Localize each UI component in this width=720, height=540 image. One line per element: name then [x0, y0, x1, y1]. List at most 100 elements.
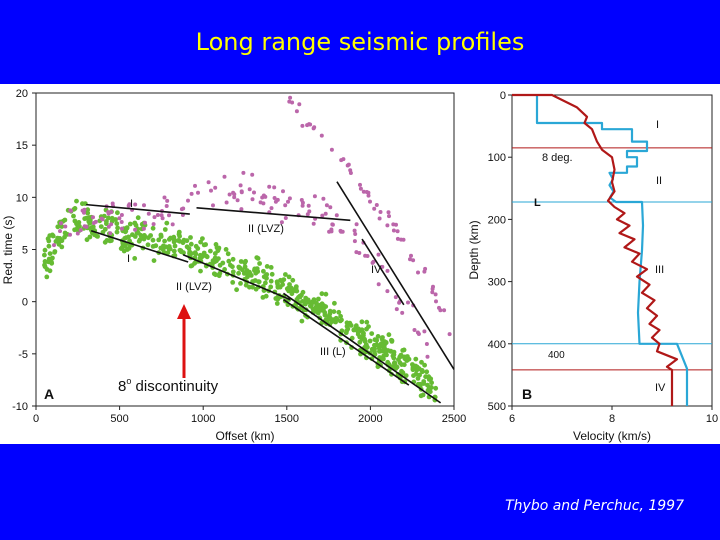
b-ytick-label: 100	[488, 152, 506, 164]
green-pick-point	[162, 238, 168, 244]
green-pick-point	[172, 243, 178, 249]
magenta-pick-point	[372, 206, 377, 211]
green-pick-point	[47, 251, 53, 256]
green-pick-point	[126, 234, 131, 240]
magenta-pick-point	[416, 270, 420, 275]
green-pick-point	[378, 342, 384, 348]
green-pick-point	[401, 362, 407, 368]
green-pick-point	[188, 263, 194, 269]
travel-time-branch	[86, 203, 190, 215]
green-pick-point	[87, 221, 93, 226]
green-pick-point	[177, 247, 183, 253]
magenta-pick-point	[286, 199, 290, 204]
green-pick-point	[238, 281, 243, 286]
green-pick-point	[344, 320, 350, 326]
green-pick-point	[413, 356, 419, 362]
segment-label-II-LVZ-lower: II (LVZ)	[176, 281, 212, 293]
green-pick-point	[286, 274, 292, 280]
green-pick-point	[230, 280, 236, 285]
magenta-pick-point	[143, 220, 147, 225]
magenta-pick-point	[82, 224, 87, 229]
travel-time-branch	[90, 229, 189, 263]
magenta-pick-point	[393, 295, 398, 300]
magenta-pick-point	[272, 196, 277, 200]
magenta-pick-point	[401, 237, 406, 242]
green-pick-point	[193, 251, 199, 257]
green-pick-point	[402, 354, 408, 360]
green-pick-point	[217, 262, 223, 268]
green-pick-point	[250, 284, 255, 290]
green-pick-point	[413, 371, 419, 377]
magenta-pick-point	[59, 221, 63, 226]
b-ytick-label: 200	[488, 214, 506, 226]
green-pick-point	[238, 259, 244, 264]
green-pick-point	[383, 340, 389, 346]
magenta-pick-point	[261, 201, 266, 206]
model-label-IV: IV	[655, 382, 666, 394]
magenta-pick-point	[142, 203, 146, 208]
magenta-pick-point	[416, 332, 421, 336]
green-pick-point	[359, 327, 365, 333]
green-pick-point	[247, 271, 253, 277]
green-pick-point	[426, 385, 432, 390]
green-pick-point	[49, 259, 54, 265]
magenta-pick-point	[164, 204, 169, 208]
green-pick-point	[121, 248, 127, 254]
magenta-pick-point	[110, 201, 115, 206]
b-ytick-label: 400	[488, 339, 506, 351]
green-pick-point	[115, 210, 120, 216]
magenta-pick-point	[434, 299, 438, 304]
magenta-pick-point	[170, 222, 175, 227]
magenta-pick-point	[247, 187, 252, 192]
discontinuity-annotation: 8o discontinuity	[118, 376, 219, 395]
green-pick-point	[299, 292, 304, 298]
magenta-pick-point	[133, 227, 138, 232]
green-pick-point	[46, 243, 52, 249]
magenta-pick-point	[297, 102, 302, 107]
green-pick-point	[303, 297, 309, 303]
green-pick-point	[204, 254, 210, 260]
magenta-pick-point	[250, 172, 255, 177]
magenta-pick-point	[196, 190, 200, 195]
green-pick-point	[124, 225, 130, 231]
magenta-pick-point	[340, 229, 345, 234]
magenta-pick-point	[299, 198, 304, 202]
b-ytick-label: 500	[488, 401, 506, 413]
magenta-pick-point	[422, 329, 427, 334]
green-pick-point	[380, 348, 385, 354]
magenta-pick-point	[430, 290, 435, 295]
green-pick-point	[135, 230, 141, 236]
magenta-pick-point	[321, 196, 326, 201]
a-xtick-label: 2500	[442, 413, 466, 425]
velocity-model-blue	[535, 95, 689, 406]
model-label-II: II	[656, 175, 662, 187]
magenta-pick-point	[323, 211, 328, 216]
green-pick-point	[349, 335, 355, 341]
model-label-III: III	[655, 264, 664, 276]
green-pick-point	[327, 315, 333, 321]
travel-time-branch	[361, 238, 405, 306]
model-label-8deg: 8 deg.	[542, 152, 573, 164]
green-pick-point	[181, 237, 187, 243]
green-pick-point	[170, 235, 176, 241]
magenta-pick-point	[406, 300, 410, 305]
magenta-pick-point	[409, 253, 413, 258]
green-pick-point	[426, 377, 432, 382]
magenta-pick-point	[330, 222, 335, 227]
magenta-pick-point	[412, 328, 417, 332]
green-pick-point	[237, 265, 243, 271]
a-xtick-label: 1000	[191, 413, 215, 425]
green-pick-point	[323, 291, 329, 297]
magenta-pick-point	[58, 229, 62, 234]
magenta-pick-point	[126, 203, 131, 208]
magenta-pick-point	[305, 123, 310, 128]
magenta-pick-point	[395, 229, 400, 234]
green-pick-point	[397, 360, 403, 366]
green-pick-point	[420, 392, 426, 398]
magenta-pick-point	[159, 213, 164, 218]
green-pick-point	[150, 244, 156, 249]
green-pick-point	[311, 297, 317, 302]
green-pick-point	[375, 334, 381, 339]
magenta-pick-point	[189, 191, 194, 196]
green-pick-point	[120, 241, 126, 246]
